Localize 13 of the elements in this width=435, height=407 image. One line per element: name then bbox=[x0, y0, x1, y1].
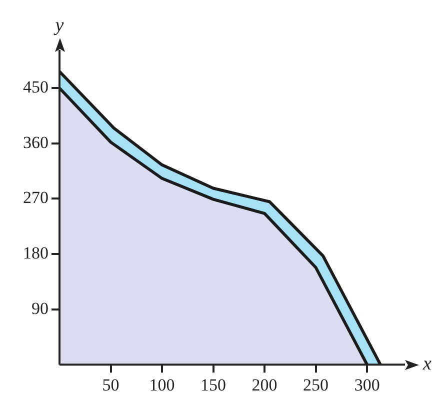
y-tick-label: 270 bbox=[23, 188, 48, 208]
x-axis-title: x bbox=[422, 354, 432, 375]
y-axis-title: y bbox=[53, 15, 64, 36]
y-tick-label: 360 bbox=[23, 132, 48, 152]
x-tick-label: 200 bbox=[252, 375, 278, 394]
x-tick-label: 300 bbox=[354, 375, 380, 394]
x-tick-label: 150 bbox=[200, 375, 226, 394]
x-tick-label: 50 bbox=[102, 375, 120, 394]
x-tick-label: 100 bbox=[149, 375, 175, 394]
x-tick-label: 250 bbox=[303, 375, 329, 394]
y-tick-label: 180 bbox=[23, 243, 48, 262]
y-tick-label: 450 bbox=[23, 78, 48, 97]
y-tick-label: 90 bbox=[32, 298, 48, 318]
